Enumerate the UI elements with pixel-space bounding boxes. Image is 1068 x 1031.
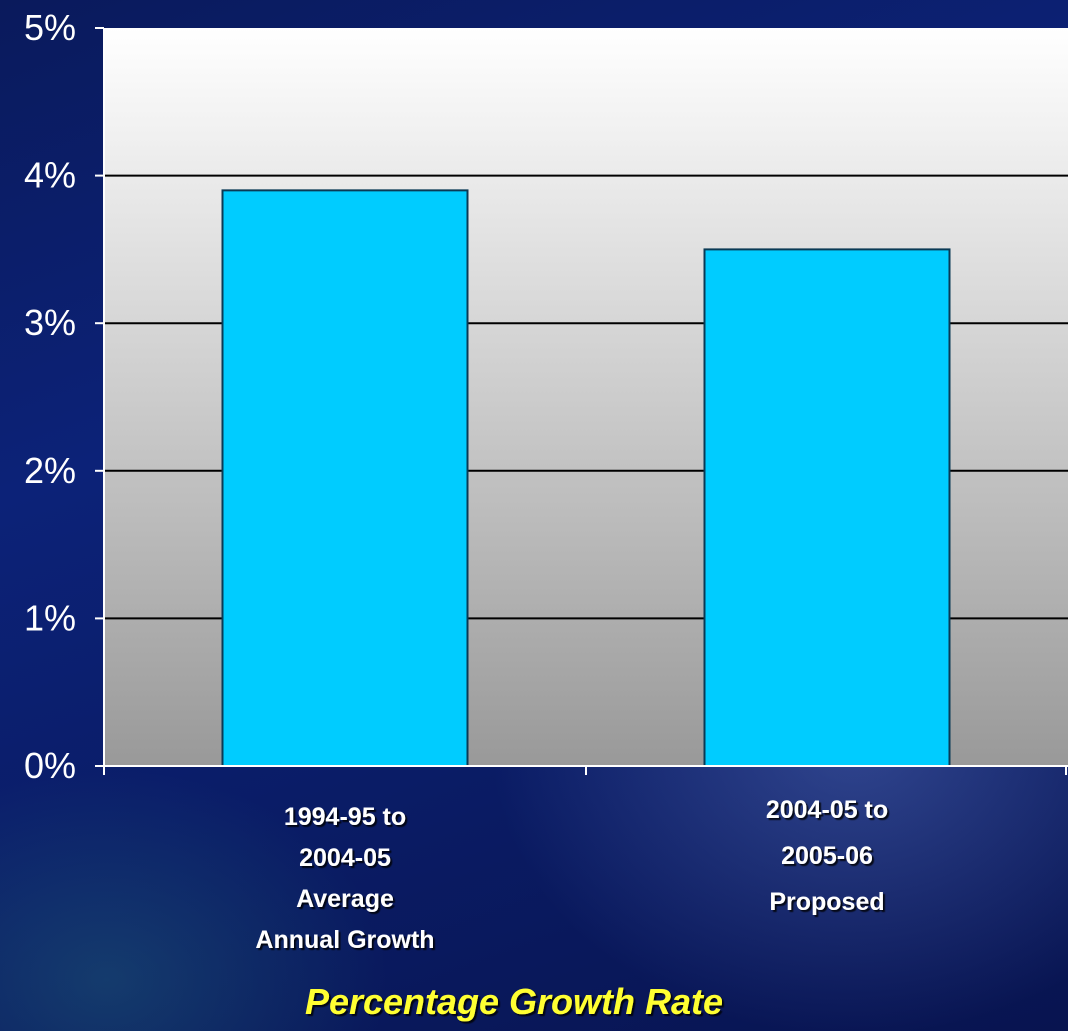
axes [95, 27, 1068, 775]
y-tick-label: 1% [24, 597, 76, 638]
bar [221, 189, 469, 768]
y-tick-label: 0% [24, 745, 76, 786]
y-tick-label: 5% [24, 7, 76, 48]
bar [703, 248, 951, 767]
y-tick-labels: 0% 1% 2% 3% 4% 5% [24, 7, 76, 786]
y-tick-label: 3% [24, 302, 76, 343]
y-tick-label: 4% [24, 155, 76, 196]
category-label: 1994-95 to 2004-05 Average Annual Growth [255, 803, 434, 954]
x-axis-title: Percentage Growth Rate [305, 981, 723, 1022]
category-label: 2004-05 to 2005-06 Proposed [766, 796, 888, 916]
y-tick-label: 2% [24, 450, 76, 491]
category-labels: 1994-95 to 2004-05 Average Annual Growth 200… [255, 796, 888, 954]
